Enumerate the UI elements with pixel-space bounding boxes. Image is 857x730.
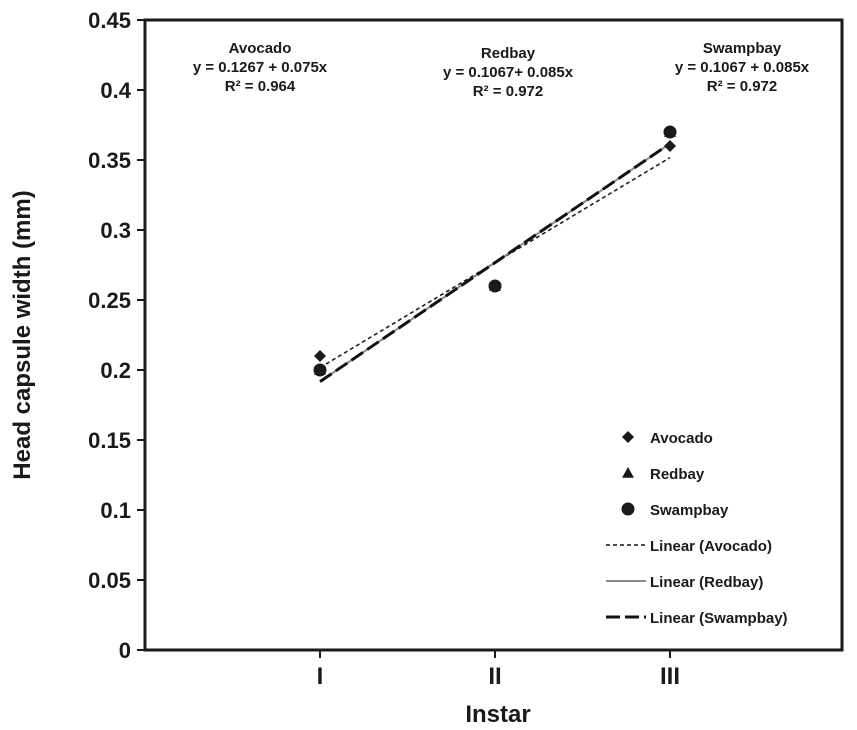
point-avocado	[664, 140, 676, 152]
annotation-avocado-title: Avocado	[229, 40, 292, 57]
y-tick-label: 0.35	[88, 148, 131, 173]
y-axis: 0 0.05 0.1 0.15 0.2 0.25 0.3 0.35 0.4 0.45	[88, 8, 145, 663]
x-tick-label: I	[317, 663, 324, 690]
annotation-swampbay-r2: R² = 0.972	[707, 78, 777, 95]
annotation-swampbay-title: Swampbay	[703, 40, 782, 57]
y-tick-label: 0.1	[100, 498, 131, 523]
trendlines	[319, 142, 671, 383]
plot-frame	[143, 18, 844, 652]
y-axis-title: Head capsule width (mm)	[9, 190, 36, 479]
x-axis: I II III	[317, 650, 680, 690]
point-swampbay	[488, 279, 502, 293]
legend-avocado-label: Avocado	[650, 430, 713, 447]
legend-linear-redbay-label: Linear (Redbay)	[650, 574, 763, 591]
equation-annotations: Avocado y = 0.1267 + 0.075x R² = 0.964 Redb…	[193, 40, 810, 100]
annotation-avocado-equation: y = 0.1267 + 0.075x	[193, 59, 328, 76]
annotation-redbay-equation: y = 0.1067+ 0.085x	[443, 64, 574, 81]
y-tick-label: 0.45	[88, 8, 131, 33]
y-tick-label: 0.05	[88, 568, 131, 593]
annotation-swampbay-equation: y = 0.1067 + 0.085x	[675, 59, 810, 76]
y-tick-label: 0.3	[100, 218, 131, 243]
legend: Avocado Redbay Swampbay Linear (Avocado) Lin…	[606, 430, 788, 627]
y-tick-label: 0.15	[88, 428, 131, 453]
point-avocado	[314, 350, 326, 362]
legend-redbay-label: Redbay	[650, 466, 705, 483]
x-axis-title: Instar	[465, 701, 530, 728]
legend-linear-swampbay-label: Linear (Swampbay)	[650, 610, 788, 627]
y-tick-label: 0.4	[100, 78, 131, 103]
annotation-avocado-r2: R² = 0.964	[225, 78, 296, 95]
x-tick-label: III	[660, 663, 680, 690]
legend-swampbay-label: Swampbay	[650, 502, 729, 519]
legend-linear-avocado-label: Linear (Avocado)	[650, 538, 772, 555]
y-tick-label: 0.25	[88, 288, 131, 313]
trendline-linear-swampbay	[319, 142, 671, 383]
annotation-redbay-title: Redbay	[481, 45, 536, 62]
x-tick-label: II	[488, 663, 501, 690]
legend-avocado-marker	[622, 431, 634, 443]
data-points	[313, 125, 677, 377]
point-swampbay	[663, 125, 677, 139]
legend-redbay-marker	[622, 467, 634, 478]
legend-swampbay-marker	[621, 502, 635, 516]
annotation-redbay-r2: R² = 0.972	[473, 83, 543, 100]
y-tick-label: 0	[119, 638, 131, 663]
y-tick-label: 0.2	[100, 358, 131, 383]
point-swampbay	[313, 363, 327, 377]
